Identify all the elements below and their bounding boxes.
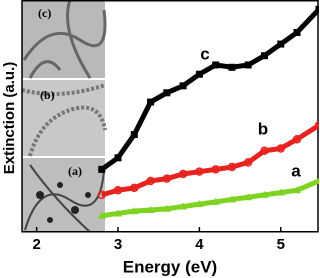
series-label: c <box>200 44 209 63</box>
marker <box>276 188 285 196</box>
marker <box>97 211 106 219</box>
marker <box>276 144 286 153</box>
inset-label: (c) <box>38 6 51 20</box>
marker <box>228 63 236 71</box>
marker <box>114 154 122 162</box>
marker <box>227 195 236 203</box>
marker <box>146 176 155 186</box>
marker <box>260 52 268 60</box>
x-tick-label: 3 <box>114 236 122 253</box>
marker <box>130 183 139 193</box>
inset-images <box>21 0 107 233</box>
marker <box>260 190 269 198</box>
plot-frame <box>21 0 319 233</box>
x-tick-label: 2 <box>32 236 40 253</box>
marker <box>130 207 139 215</box>
series-line <box>101 178 319 219</box>
marker <box>130 131 138 139</box>
marker <box>163 89 171 97</box>
inset-label: (b) <box>40 88 55 102</box>
marker <box>212 61 220 69</box>
marker <box>227 162 237 172</box>
inset-texture <box>21 83 107 157</box>
marker <box>244 61 252 69</box>
inset-panel <box>22 0 105 78</box>
x-tick-label: 5 <box>277 236 285 253</box>
marker <box>179 202 188 210</box>
marker <box>97 190 106 200</box>
marker <box>179 82 187 90</box>
marker <box>244 193 253 201</box>
marker <box>315 5 319 13</box>
inset-particles <box>36 182 91 223</box>
marker <box>146 205 155 213</box>
marker <box>162 204 171 212</box>
x-axis-label: Energy (eV) <box>123 257 217 276</box>
marker <box>98 165 106 173</box>
inset-texture <box>22 0 107 79</box>
x-tick-label: 4 <box>195 236 204 253</box>
marker <box>162 174 172 183</box>
series-label: b <box>258 119 268 138</box>
marker <box>293 186 302 194</box>
marker <box>195 200 204 208</box>
marker <box>314 121 319 130</box>
inset-panel <box>22 158 105 232</box>
marker <box>260 146 269 156</box>
marker <box>178 169 188 179</box>
marker <box>292 134 302 144</box>
marker <box>243 158 253 167</box>
marker <box>315 176 319 184</box>
marker <box>277 40 285 48</box>
marker <box>293 28 301 36</box>
marker <box>195 167 204 176</box>
y-axis-label: Extinction (a.u.) <box>1 62 18 175</box>
marker <box>211 165 220 174</box>
series-label: a <box>291 161 301 180</box>
marker <box>114 209 123 217</box>
marker <box>195 70 203 78</box>
marker <box>147 98 155 106</box>
marker <box>211 197 220 205</box>
marker <box>113 185 123 195</box>
inset-label: (a) <box>68 164 82 178</box>
